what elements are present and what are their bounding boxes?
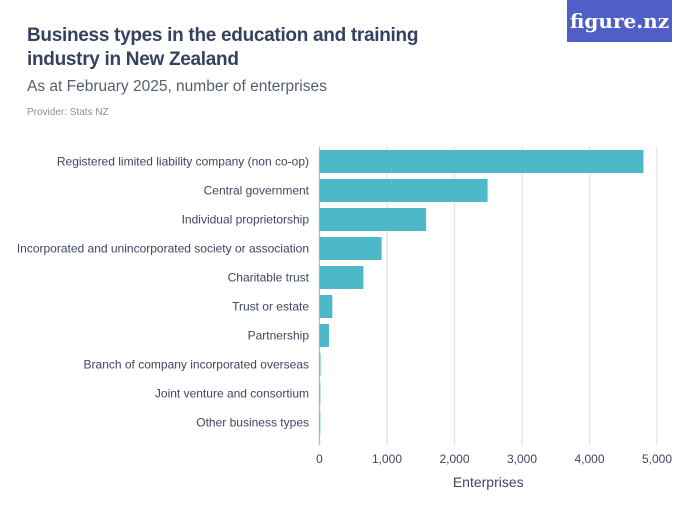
x-tick-label: 1,000 — [372, 452, 402, 466]
category-label: Central government — [204, 184, 310, 198]
x-tick-label: 4,000 — [574, 452, 604, 466]
category-label: Trust or estate — [232, 300, 309, 314]
bar — [319, 150, 644, 173]
x-tick-label: 5,000 — [642, 452, 672, 466]
figure-nz-logo[interactable]: figure.nz — [567, 0, 672, 42]
bar — [319, 411, 321, 434]
bar — [319, 237, 382, 260]
x-tick-label: 0 — [316, 452, 323, 466]
category-label: Charitable trust — [228, 271, 310, 285]
x-tick-label: 3,000 — [507, 452, 537, 466]
category-label: Individual proprietorship — [182, 213, 310, 227]
bar — [319, 324, 329, 347]
chart-subtitle: As at February 2025, number of enterpris… — [27, 78, 327, 95]
category-label: Branch of company incorporated overseas — [84, 358, 309, 372]
category-label: Registered limited liability company (no… — [57, 155, 309, 169]
bar — [319, 179, 488, 202]
x-tick-label: 2,000 — [439, 452, 469, 466]
category-label: Incorporated and unincorporated society … — [17, 242, 309, 256]
chart-title: Business types in the education and trai… — [27, 25, 419, 70]
x-axis-title: Enterprises — [453, 474, 524, 490]
bar — [319, 266, 364, 289]
category-label: Other business types — [196, 416, 309, 430]
category-label: Partnership — [248, 329, 310, 343]
bar — [319, 353, 321, 376]
bar — [319, 382, 321, 405]
bar — [319, 295, 333, 318]
bar — [319, 208, 427, 231]
provider-text: Provider: Stats NZ — [27, 107, 109, 118]
category-label: Joint venture and consortium — [155, 387, 309, 401]
